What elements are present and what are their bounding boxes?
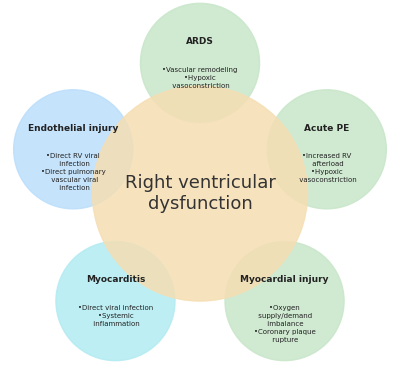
Text: Myocardial injury: Myocardial injury bbox=[240, 276, 329, 284]
Text: •Direct RV viral
 infection
•Direct pulmonary
 vascular viral
 infection: •Direct RV viral infection •Direct pulmo… bbox=[41, 153, 106, 191]
Circle shape bbox=[225, 241, 344, 361]
Text: Myocarditis: Myocarditis bbox=[86, 276, 145, 284]
Text: Acute PE: Acute PE bbox=[304, 124, 350, 133]
Text: ARDS: ARDS bbox=[186, 37, 214, 46]
Circle shape bbox=[92, 86, 308, 301]
Circle shape bbox=[140, 3, 260, 122]
Text: Endothelial injury: Endothelial injury bbox=[28, 124, 118, 133]
Text: •Increased RV
 afterload
•Hypoxic
 vasoconstriction: •Increased RV afterload •Hypoxic vasocon… bbox=[297, 153, 357, 183]
Circle shape bbox=[14, 90, 133, 209]
Text: •Vascular remodeling
•Hypoxic
 vasoconstriction: •Vascular remodeling •Hypoxic vasoconstr… bbox=[162, 67, 238, 89]
Text: •Direct viral infection
•Systemic
 inflammation: •Direct viral infection •Systemic inflam… bbox=[78, 305, 153, 327]
Text: •Oxygen
 supply/demand
 imbalance
•Coronary plaque
 rupture: •Oxygen supply/demand imbalance •Coronar… bbox=[254, 305, 316, 343]
Text: Right ventricular
dysfunction: Right ventricular dysfunction bbox=[124, 174, 276, 213]
Circle shape bbox=[267, 90, 386, 209]
Circle shape bbox=[56, 241, 175, 361]
